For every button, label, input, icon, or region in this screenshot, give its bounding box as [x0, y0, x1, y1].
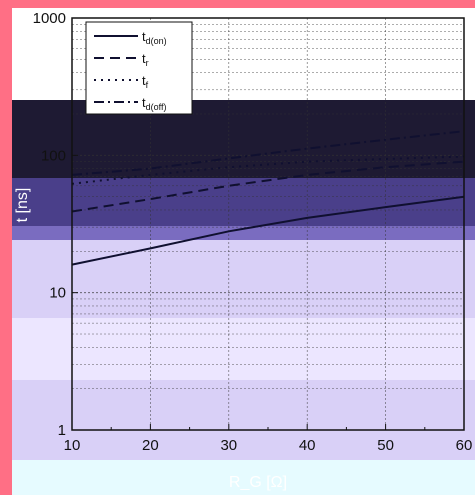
series-line	[71, 155, 465, 185]
x-tick-label: 20	[142, 437, 159, 454]
x-tick-label: 10	[64, 437, 81, 454]
x-tick-label: 60	[456, 437, 473, 454]
x-axis-title: R_G [Ω]	[229, 474, 287, 491]
series-layer	[71, 130, 465, 266]
y-tick-label: 1000	[33, 10, 66, 27]
band-mid	[12, 226, 475, 240]
axis-ticks	[71, 17, 465, 431]
series-line	[71, 160, 465, 213]
series-line	[71, 195, 465, 266]
legend-label: tr	[142, 51, 149, 68]
band-pale	[12, 318, 475, 380]
legend: td(on) tr tf td(off)	[85, 21, 193, 115]
x-tick-label: 30	[220, 437, 237, 454]
y-tick-label: 1	[58, 422, 66, 439]
y-axis-title: t [ns]	[14, 188, 31, 223]
series-line	[71, 130, 465, 176]
y-tick-label: 10	[49, 285, 66, 302]
bottom-strip	[12, 460, 475, 495]
legend-label: td(on)	[142, 29, 167, 46]
band-blue	[12, 178, 475, 226]
y-tick-label: 100	[41, 147, 66, 164]
x-tick-label: 40	[299, 437, 316, 454]
legend-label: td(off)	[142, 95, 166, 112]
legend-label: tf	[142, 73, 149, 90]
legend-box	[85, 21, 193, 115]
x-tick-label: 50	[377, 437, 394, 454]
